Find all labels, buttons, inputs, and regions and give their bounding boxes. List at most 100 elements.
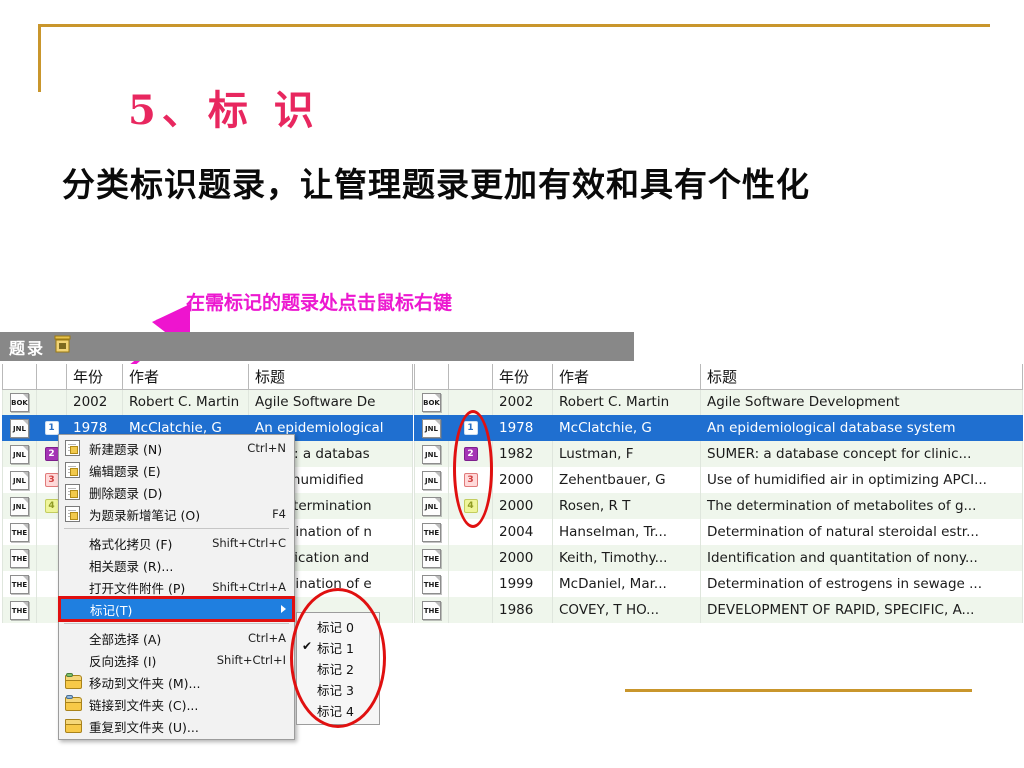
col-author[interactable]: 作者 (552, 364, 701, 390)
table-row[interactable]: THE 1986 COVEY, T HO... DEVELOPMENT OF RAPI… (414, 597, 1023, 623)
row-author-cell: Rosen, R T (552, 493, 701, 519)
row-author-cell: McDaniel, Mar... (552, 571, 701, 597)
marker-badge-3[interactable]: 3 (463, 473, 478, 487)
row-marker-cell[interactable] (448, 571, 493, 597)
library-icon[interactable] (54, 335, 71, 358)
row-marker-cell[interactable]: 2 (448, 441, 493, 467)
table-row[interactable]: THE 2004 Hanselman, Tr... Determination of … (414, 519, 1023, 545)
doctype-icon-jnl: JNL (422, 444, 441, 464)
menu-item-label: 全部选择 (A) (89, 631, 162, 647)
table-row[interactable]: BOK 2002 Robert C. Martin Agile Software De (2, 389, 413, 415)
folder-move-icon (65, 673, 82, 690)
menu-item-反向选择i[interactable]: 反向选择 (I) Shift+Ctrl+I (59, 649, 294, 671)
marker-badge-1[interactable]: 1 (463, 421, 478, 435)
col-icon[interactable] (414, 364, 449, 390)
marker-badge-1[interactable]: 1 (44, 421, 59, 435)
annotation-text: 在需标记的题录处点击鼠标右键 (186, 292, 453, 314)
panel-header: 题录 (0, 332, 634, 361)
row-marker-cell[interactable] (36, 389, 67, 415)
menu-item-shortcut: Shift+Ctrl+C (212, 536, 286, 550)
submenu-item-label: 标记 1 (317, 641, 354, 656)
marker-badge-2[interactable]: 2 (44, 447, 59, 461)
context-menu[interactable]: 新建题录 (N) Ctrl+N 编辑题录 (E) 删除题录 (D) 为题录新增笔记 (O… (58, 434, 295, 740)
row-year-cell: 1999 (492, 571, 553, 597)
table-row[interactable]: BOK 2002 Robert C. Martin Agile Software De… (414, 389, 1023, 415)
menu-item-shortcut: Ctrl+A (248, 631, 286, 645)
menu-item-label: 反向选择 (I) (89, 653, 157, 669)
submenu-item-label: 标记 3 (317, 683, 354, 698)
submenu-item-标记2[interactable]: 标记 2 (297, 658, 379, 679)
row-title-cell: Determination of natural steroidal estr.… (700, 519, 1023, 545)
menu-item-全部选择a[interactable]: 全部选择 (A) Ctrl+A (59, 627, 294, 649)
doctype-icon-jnl: JNL (422, 496, 441, 516)
row-marker-cell[interactable]: 3 (448, 467, 493, 493)
row-title-cell: Agile Software Development (700, 389, 1023, 415)
col-flag[interactable] (36, 364, 67, 390)
menu-item-格式化拷贝f[interactable]: 格式化拷贝 (F) Shift+Ctrl+C (59, 532, 294, 554)
row-title-cell: SUMER: a database concept for clinic... (700, 441, 1023, 467)
row-year-cell: 1982 (492, 441, 553, 467)
row-doctype-cell: THE (2, 519, 37, 545)
row-title-cell: The determination of metabolites of g... (700, 493, 1023, 519)
row-doctype-cell: JNL (2, 441, 37, 467)
menu-item-label: 链接到文件夹 (C)... (89, 697, 199, 713)
menu-item-打开文件附件p[interactable]: 打开文件附件 (P) Shift+Ctrl+A (59, 576, 294, 598)
menu-item-为题录新增笔记o[interactable]: 为题录新增笔记 (O) F4 (59, 503, 294, 525)
submenu-item-标记3[interactable]: 标记 3 (297, 679, 379, 700)
col-icon[interactable] (2, 364, 37, 390)
table-row[interactable]: JNL 4 2000 Rosen, R T The determination of m… (414, 493, 1023, 519)
record-table-right[interactable]: 年份 作者 标题 BOK 2002 Robert C. Martin Agile So… (414, 364, 1023, 623)
marker-badge-4[interactable]: 4 (44, 499, 59, 513)
table-body-right: BOK 2002 Robert C. Martin Agile Software De… (414, 389, 1023, 623)
row-marker-cell[interactable] (448, 545, 493, 571)
menu-item-label: 移动到文件夹 (M)... (89, 675, 201, 691)
menu-item-重复到文件夹u[interactable]: 重复到文件夹 (U)... (59, 715, 294, 737)
col-title[interactable]: 标题 (700, 364, 1023, 390)
col-author[interactable]: 作者 (122, 364, 249, 390)
menu-item-编辑题录e[interactable]: 编辑题录 (E) (59, 459, 294, 481)
row-marker-cell[interactable] (448, 597, 493, 623)
doctype-icon-the: THE (422, 600, 441, 620)
row-title-cell: Identification and quantitation of nony.… (700, 545, 1023, 571)
menu-item-相关题录r[interactable]: 相关题录 (R)... (59, 554, 294, 576)
menu-item-label: 为题录新增笔记 (O) (89, 507, 201, 523)
menu-item-标记t[interactable]: 标记(T) (58, 596, 295, 622)
row-marker-cell[interactable]: 4 (448, 493, 493, 519)
row-doctype-cell: THE (414, 597, 449, 623)
table-row[interactable]: THE 1999 McDaniel, Mar... Determination of … (414, 571, 1023, 597)
row-doctype-cell: JNL (414, 441, 449, 467)
marker-badge-3[interactable]: 3 (44, 473, 59, 487)
col-year[interactable]: 年份 (492, 364, 553, 390)
col-year[interactable]: 年份 (66, 364, 123, 390)
doctype-icon-jnl: JNL (422, 470, 441, 490)
menu-item-label: 格式化拷贝 (F) (89, 536, 173, 552)
menu-item-label: 相关题录 (R)... (89, 558, 174, 574)
menu-item-label: 标记(T) (90, 602, 133, 618)
table-row[interactable]: THE 2000 Keith, Timothy... Identification a… (414, 545, 1023, 571)
menu-item-链接到文件夹c[interactable]: 链接到文件夹 (C)... (59, 693, 294, 715)
menu-item-移动到文件夹m[interactable]: 移动到文件夹 (M)... (59, 671, 294, 693)
menu-item-删除题录d[interactable]: 删除题录 (D) (59, 481, 294, 503)
table-row[interactable]: JNL 1 1978 McClatchie, G An epidemiological (2, 415, 413, 441)
row-doctype-cell: THE (2, 597, 37, 623)
row-marker-cell[interactable] (448, 389, 493, 415)
col-flag[interactable] (448, 364, 493, 390)
table-row[interactable]: JNL 1 1978 McClatchie, G An epidemiological … (414, 415, 1023, 441)
marker-badge-2[interactable]: 2 (463, 447, 478, 461)
table-row[interactable]: JNL 2 1982 Lustman, F SUMER: a database conc… (414, 441, 1023, 467)
row-author-cell: Robert C. Martin (122, 389, 249, 415)
doctype-icon-the: THE (10, 522, 29, 542)
col-title[interactable]: 标题 (248, 364, 413, 390)
doctype-icon-jnl: JNL (10, 496, 29, 516)
menu-item-shortcut: Shift+Ctrl+A (212, 580, 286, 594)
submenu-item-标记4[interactable]: 标记 4 (297, 700, 379, 721)
row-marker-cell[interactable] (448, 519, 493, 545)
submenu-item-标记1[interactable]: ✔ 标记 1 (297, 637, 379, 658)
submenu-item-标记0[interactable]: 标记 0 (297, 616, 379, 637)
menu-item-新建题录n[interactable]: 新建题录 (N) Ctrl+N (59, 437, 294, 459)
menu-item-label: 新建题录 (N) (89, 441, 163, 457)
table-row[interactable]: JNL 3 2000 Zehentbauer, G Use of humidified … (414, 467, 1023, 493)
marker-badge-4[interactable]: 4 (463, 499, 478, 513)
tag-submenu[interactable]: 标记 0 ✔ 标记 1 标记 2 标记 3 标记 4 (296, 612, 380, 725)
row-marker-cell[interactable]: 1 (448, 415, 493, 441)
